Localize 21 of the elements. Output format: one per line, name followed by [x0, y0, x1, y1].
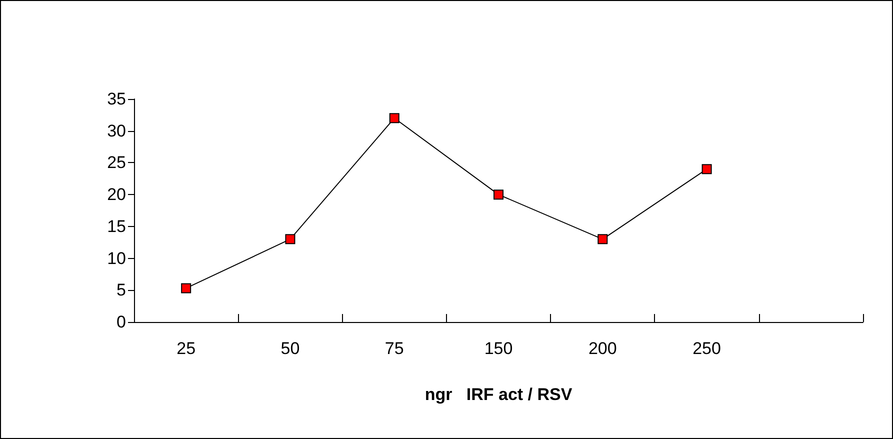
y-tick-label: 10 [107, 248, 126, 268]
y-tick-label: 25 [107, 153, 126, 172]
x-tick-label: 50 [280, 339, 300, 358]
point [389, 113, 400, 124]
x-tick-label: 75 [384, 339, 404, 358]
y-tick-label: 20 [107, 185, 126, 204]
y-tick-label: 35 [107, 90, 126, 108]
x-tick-label: 250 [692, 339, 721, 358]
x-tick-label: 150 [484, 339, 513, 358]
point [285, 234, 296, 244]
y-tick-label: 15 [107, 216, 126, 236]
point [494, 190, 504, 200]
y-tick-label: 0 [116, 312, 126, 332]
y-tick-label: 5 [116, 280, 126, 300]
point [598, 234, 608, 244]
x-tick-label: 200 [588, 339, 617, 358]
point [702, 164, 712, 174]
x-axis-title: ngr IRF act / RSV [424, 385, 573, 404]
point [181, 283, 192, 294]
x-tick-label: 25 [176, 339, 196, 358]
y-tick-label: 30 [107, 121, 126, 140]
